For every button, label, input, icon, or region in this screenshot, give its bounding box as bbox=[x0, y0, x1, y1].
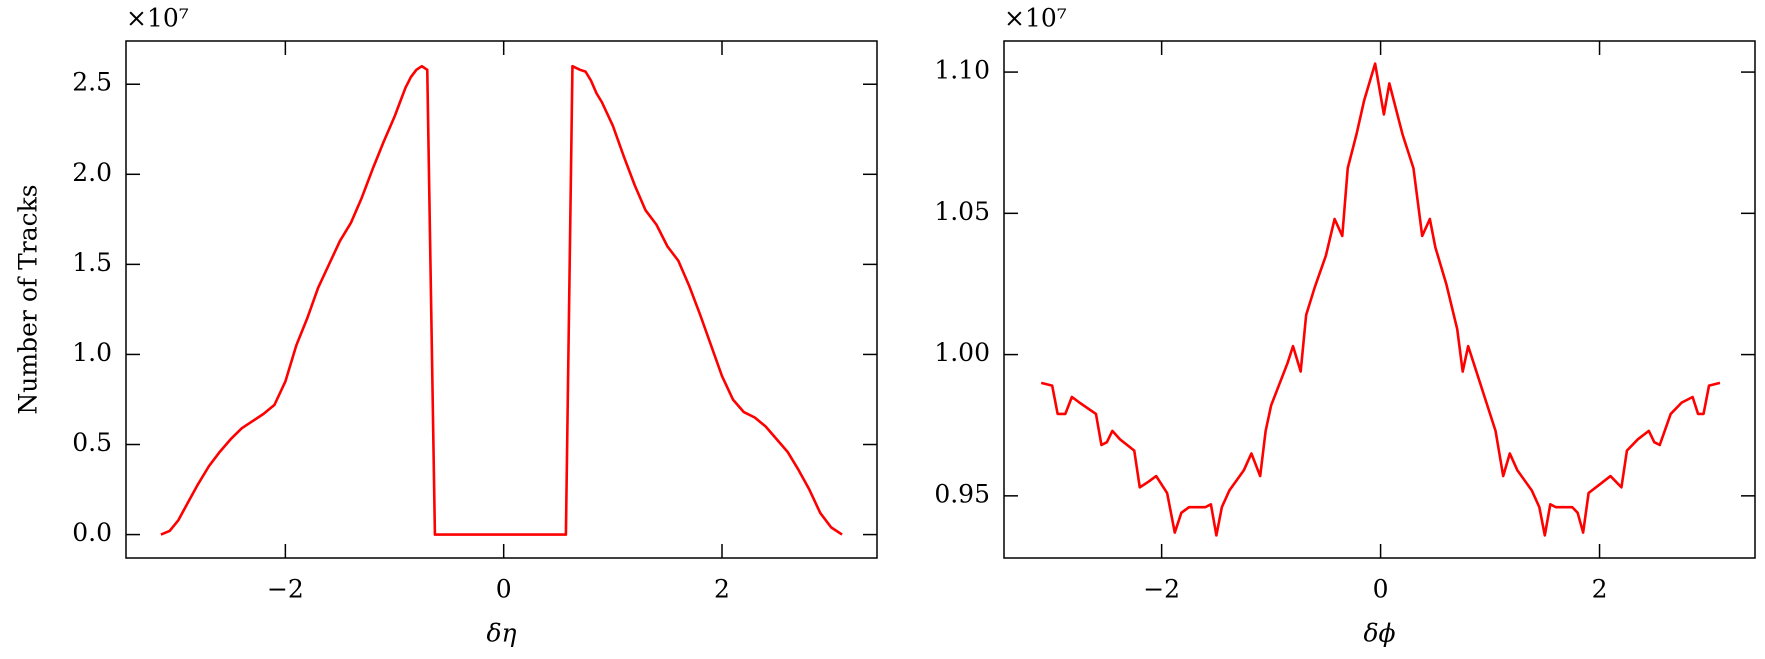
x-tick-label: 2 bbox=[714, 575, 730, 604]
y-tick-label: 2.0 bbox=[72, 158, 112, 187]
data-line bbox=[1040, 62, 1721, 537]
y-tick-label: 1.0 bbox=[72, 338, 112, 367]
data-line bbox=[160, 64, 843, 536]
y-axis-label: Number of Tracks bbox=[14, 184, 43, 414]
x-tick-label: 0 bbox=[1373, 575, 1389, 604]
y-tick-label: 0.0 bbox=[72, 518, 112, 547]
offset-label: ×10⁷ bbox=[1004, 4, 1067, 33]
x-tick-label: 0 bbox=[496, 575, 512, 604]
x-axis-label: δϕ bbox=[1363, 619, 1395, 648]
x-tick-label: 2 bbox=[1592, 575, 1608, 604]
x-axis-label: δη bbox=[486, 619, 516, 648]
y-tick-label: 0.95 bbox=[934, 479, 990, 508]
x-tick-label: −2 bbox=[1143, 575, 1180, 604]
y-tick-label: 1.00 bbox=[934, 338, 990, 367]
y-tick-label: 1.05 bbox=[934, 197, 990, 226]
offset-label: ×10⁷ bbox=[126, 4, 189, 33]
y-tick-label: 1.5 bbox=[72, 248, 112, 277]
y-tick-label: 1.10 bbox=[934, 56, 990, 85]
axes-frame bbox=[1003, 40, 1756, 559]
axes-frame bbox=[125, 40, 878, 559]
y-tick-label: 2.5 bbox=[72, 68, 112, 97]
y-tick-label: 0.5 bbox=[72, 428, 112, 457]
x-tick-label: −2 bbox=[267, 575, 304, 604]
